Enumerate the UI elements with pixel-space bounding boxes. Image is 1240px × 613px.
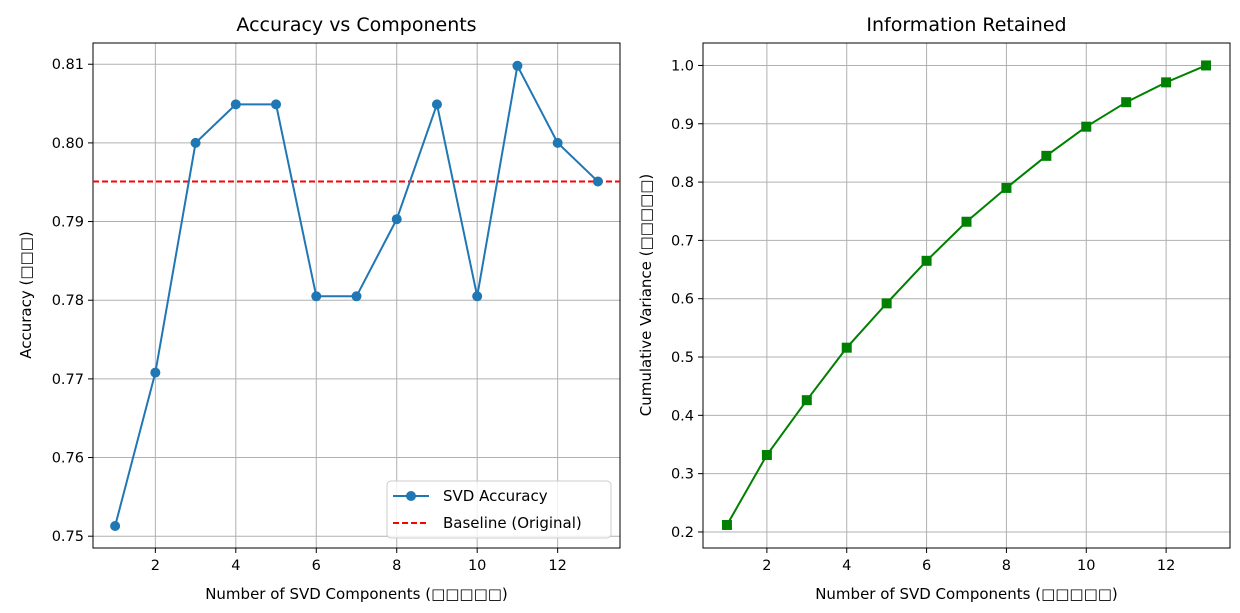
accuracy-ytick-label: 0.80 <box>52 136 84 152</box>
accuracy-data-point <box>391 214 402 225</box>
accuracy-data-point <box>472 291 483 302</box>
information-ytick-label: 0.5 <box>671 350 694 366</box>
accuracy-ytick-label: 0.79 <box>52 215 84 231</box>
accuracy-chart-ylabel: Accuracy (□□□) <box>17 231 35 358</box>
information-axes-frame <box>702 42 1231 549</box>
accuracy-data-point <box>110 520 121 531</box>
information-plot-area: 2 4 6 8 10 12 0.2 0.3 0.4 0.5 0.6 0.7 0.8 0.9 1.0 <box>671 42 1231 574</box>
accuracy-xtick-label: 6 <box>312 558 321 574</box>
accuracy-ytick-label: 0.77 <box>52 372 84 388</box>
accuracy-xtick-label: 10 <box>468 558 486 574</box>
accuracy-data-point <box>431 99 442 110</box>
accuracy-data-point <box>271 99 282 110</box>
information-chart: Information Retained Number of SVD Compo… <box>637 14 1231 603</box>
information-data-point <box>1041 150 1052 161</box>
information-ytick-label: 0.2 <box>671 525 694 541</box>
accuracy-data-point <box>150 367 161 378</box>
accuracy-legend: SVD Accuracy Baseline (Original) <box>386 480 612 539</box>
information-xtick-label: 10 <box>1077 558 1095 574</box>
accuracy-xtick-label: 12 <box>548 558 566 574</box>
legend-label-svd-accuracy: SVD Accuracy <box>443 487 548 505</box>
information-data-point <box>1001 182 1012 193</box>
accuracy-ytick-label: 0.81 <box>52 57 84 73</box>
accuracy-data-point <box>592 176 603 187</box>
information-data-point <box>1081 121 1092 132</box>
information-data-point <box>841 342 852 353</box>
information-xtick-label: 4 <box>842 558 851 574</box>
information-ytick-label: 0.9 <box>671 117 694 133</box>
information-ytick-label: 0.4 <box>671 408 694 424</box>
accuracy-data-point <box>512 60 523 71</box>
information-chart-title: Information Retained <box>866 14 1066 36</box>
accuracy-chart: Accuracy vs Components Number of SVD Com… <box>17 14 621 603</box>
legend-marker-svd-accuracy <box>406 491 416 501</box>
accuracy-ytick-label: 0.75 <box>52 529 84 545</box>
information-data-point <box>1121 97 1132 108</box>
information-data-point <box>801 395 812 406</box>
information-data-point <box>1161 77 1172 88</box>
accuracy-data-point <box>230 99 241 110</box>
information-data-point <box>921 255 932 266</box>
accuracy-chart-xlabel: Number of SVD Components (□□□□□) <box>205 585 508 603</box>
legend-label-baseline: Baseline (Original) <box>443 514 582 532</box>
information-ytick-label: 0.3 <box>671 467 694 483</box>
information-ytick-label: 0.6 <box>671 292 694 308</box>
information-xtick-label: 6 <box>922 558 931 574</box>
accuracy-axes-frame <box>92 42 621 549</box>
information-ytick-label: 0.8 <box>671 175 694 191</box>
information-xtick-label: 12 <box>1157 558 1175 574</box>
information-data-point <box>1201 60 1212 71</box>
information-ytick-label: 1.0 <box>671 58 694 74</box>
accuracy-xtick-label: 2 <box>151 558 160 574</box>
information-xtick-label: 2 <box>762 558 771 574</box>
information-ytick-label: 0.7 <box>671 233 694 249</box>
accuracy-data-point <box>351 291 362 302</box>
accuracy-ytick-label: 0.76 <box>52 451 84 467</box>
accuracy-plot-area: 2 4 6 8 10 12 0.75 0.76 0.77 0.78 0.79 0.80 0.81 <box>52 42 621 574</box>
information-data-point <box>721 519 732 530</box>
information-data-point <box>961 216 972 227</box>
information-data-point <box>881 298 892 309</box>
accuracy-data-point <box>552 137 563 148</box>
accuracy-ytick-label: 0.78 <box>52 293 84 309</box>
accuracy-xtick-label: 8 <box>392 558 401 574</box>
information-chart-xlabel: Number of SVD Components (□□□□□) <box>815 585 1118 603</box>
accuracy-data-point <box>190 137 201 148</box>
accuracy-data-point <box>311 291 322 302</box>
information-data-point <box>761 449 772 460</box>
information-xtick-label: 8 <box>1002 558 1011 574</box>
accuracy-xtick-label: 4 <box>231 558 240 574</box>
accuracy-chart-title: Accuracy vs Components <box>236 14 476 36</box>
information-chart-ylabel: Cumulative Variance (□□□□□) <box>637 174 655 417</box>
legend-box <box>386 480 612 539</box>
